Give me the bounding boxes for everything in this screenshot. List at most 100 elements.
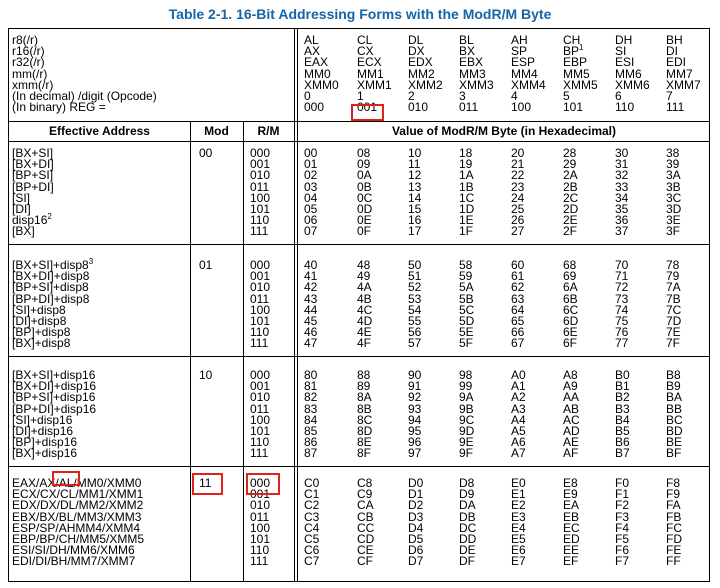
hex-value: C1 xyxy=(304,487,320,502)
register-name: XMM1 xyxy=(357,77,392,92)
hex-value: 69 xyxy=(563,269,577,284)
hex-value: 32 xyxy=(615,168,629,183)
hex-value: 0E xyxy=(357,213,372,228)
register-name: AL xyxy=(304,33,319,47)
hex-value: A9 xyxy=(563,379,578,394)
hex-value: C0 xyxy=(304,476,320,490)
hex-value: FA xyxy=(666,498,681,513)
table-title: Table 2-1. 16-Bit Addressing Forms with … xyxy=(168,6,552,22)
hex-value: 58 xyxy=(459,258,473,272)
effective-address: [DI] xyxy=(12,202,31,217)
effective-address: [SI]+disp8 xyxy=(12,302,66,317)
register-name: SP xyxy=(511,44,528,59)
hex-value: 76 xyxy=(615,325,629,340)
register-row-label: mm(/r) xyxy=(12,66,48,81)
hex-value: C5 xyxy=(304,532,320,547)
register-name: 101 xyxy=(563,100,584,115)
highlight-rm-000 xyxy=(246,473,280,495)
mod-header: Mod xyxy=(204,124,229,138)
hex-value: BA xyxy=(666,390,683,405)
hex-value: 43 xyxy=(304,291,318,306)
values-divider-double xyxy=(297,29,298,581)
hex-value: 8C xyxy=(357,412,373,427)
hex-value: 33 xyxy=(615,179,629,194)
hex-value: C2 xyxy=(304,498,320,513)
hex-value-column: 18 19 1A 1B 1C 1D 1E 1F xyxy=(459,147,474,238)
hex-value-column: 00 01 02 03 04 05 06 07 xyxy=(304,147,318,238)
effective-address: [BP]+disp16 xyxy=(12,435,78,450)
hex-value: 4C xyxy=(357,302,373,317)
hex-value: ED xyxy=(563,532,580,547)
register-name: 010 xyxy=(408,100,429,115)
register-name: EBP xyxy=(563,55,588,70)
register-name: 100 xyxy=(511,100,532,115)
group-divider-2 xyxy=(9,356,709,357)
hex-value: F3 xyxy=(615,509,630,524)
rm-value: 111 xyxy=(250,554,269,569)
hex-value: BC xyxy=(666,412,683,427)
rm-list: 000 001 010 011 100 101 110 111 xyxy=(250,369,271,460)
effective-address: [DI]+disp16 xyxy=(12,424,74,439)
register-name: DL xyxy=(408,33,424,47)
hex-value: 24 xyxy=(511,190,525,205)
rm-value: 110 xyxy=(250,213,270,228)
effective-address-header: Effective Address xyxy=(49,124,150,138)
hex-value: AC xyxy=(563,412,580,427)
rm-value: 101 xyxy=(250,424,271,439)
rm-value: 111 xyxy=(250,224,269,239)
hex-value: 03 xyxy=(304,179,318,194)
rm-value: 101 xyxy=(250,202,271,217)
hex-value: 9A xyxy=(459,390,474,405)
register-name: EAX xyxy=(304,55,329,70)
hex-value: DA xyxy=(459,498,476,513)
hex-value: 4F xyxy=(357,336,372,351)
hex-value-column: E8 E9 EA EB EC ED EE EF xyxy=(563,477,580,568)
hex-value: 7B xyxy=(666,291,681,306)
hex-value: 57 xyxy=(408,336,422,351)
hex-value: 9B xyxy=(459,401,474,416)
hex-value: C8 xyxy=(357,476,373,490)
modrm-table: r8(/r) r16(/r) r32(/r) mm(/r) xmm(/r) (In dec… xyxy=(8,28,710,582)
hex-value: B6 xyxy=(615,435,630,450)
register-name: CH xyxy=(563,33,581,47)
hex-value: 37 xyxy=(615,224,629,239)
hex-value: 28 xyxy=(563,146,577,160)
effective-address: [BX+SI] xyxy=(12,146,54,160)
hex-value: 01 xyxy=(304,157,318,172)
hex-value: 91 xyxy=(408,379,422,394)
effective-address: [BX+DI]+disp8 xyxy=(12,269,90,284)
hex-value: F2 xyxy=(615,498,630,513)
hex-value: 10 xyxy=(408,146,422,160)
hex-value-column: 58 59 5A 5B 5C 5D 5E 5F xyxy=(459,258,474,351)
hex-value: AB xyxy=(563,401,580,416)
effective-address: ECX/CX/CL/MM1/XMM1 xyxy=(12,487,144,502)
hex-value: 19 xyxy=(459,157,473,172)
rm-value: 100 xyxy=(250,412,271,427)
hex-value: 36 xyxy=(615,213,629,228)
hex-value: 62 xyxy=(511,280,525,295)
register-row-label: r8(/r) xyxy=(12,33,38,47)
register-name: AH xyxy=(511,33,528,47)
hex-value: 84 xyxy=(304,412,318,427)
hex-value: 53 xyxy=(408,291,422,306)
hex-value: 5F xyxy=(459,336,474,351)
hex-value: DC xyxy=(459,520,477,535)
hex-value: D8 xyxy=(459,476,475,490)
hex-value-column: 10 11 12 13 14 15 16 17 xyxy=(408,146,422,238)
hex-value: 86 xyxy=(304,435,318,450)
hex-value: 93 xyxy=(408,401,422,416)
hex-value-column: A0 A1 A2 A3 A4 A5 A6 A7 xyxy=(511,369,526,460)
register-name: MM2 xyxy=(408,66,435,81)
hex-value: 6A xyxy=(563,280,578,295)
hex-value: 64 xyxy=(511,302,525,317)
register-name: ESP xyxy=(511,55,536,70)
hex-value: 3F xyxy=(666,224,681,239)
register-column: AH SP ESP MM4 XMM4 4 100 xyxy=(511,33,546,115)
hex-value: C7 xyxy=(304,554,320,569)
value-header: Value of ModR/M Byte (in Hexadecimal) xyxy=(391,124,617,138)
hex-value: 66 xyxy=(511,325,525,340)
hex-value-column: E0 E1 E2 E3 E4 E5 E6 E7 xyxy=(511,477,526,568)
hex-value: A1 xyxy=(511,379,526,394)
mod-divider xyxy=(190,121,191,581)
hex-value: 9E xyxy=(459,435,474,450)
